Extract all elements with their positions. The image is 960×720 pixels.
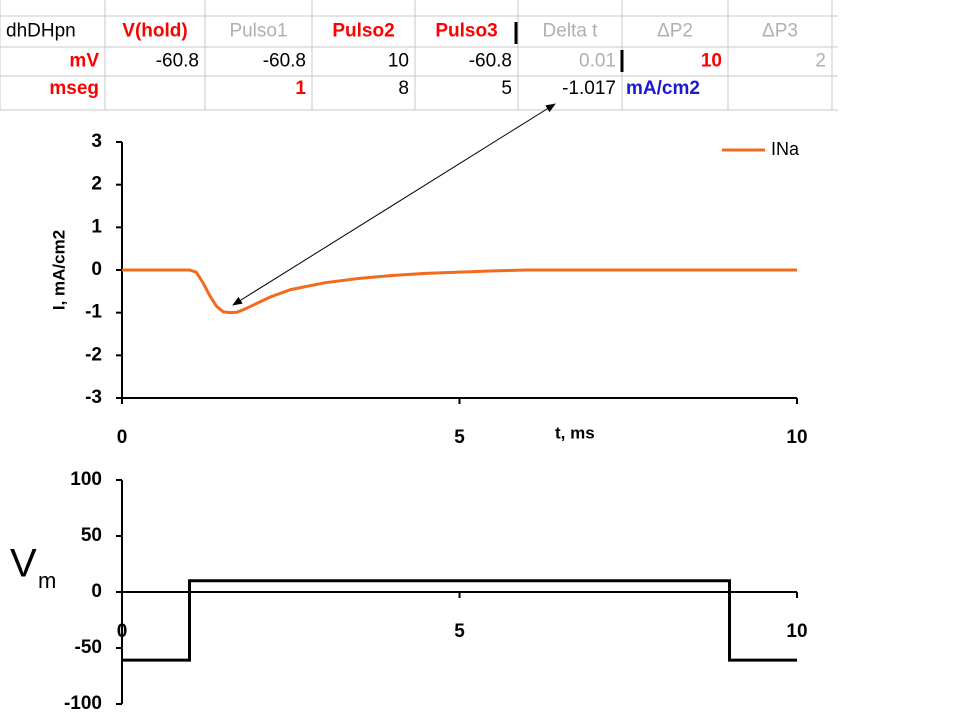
cell: mseg xyxy=(49,78,99,99)
y-tick-label: -50 xyxy=(75,637,102,658)
y-tick-label: 100 xyxy=(70,469,102,490)
cell: -60.8 xyxy=(469,51,512,72)
cell: 5 xyxy=(501,78,512,99)
y-tick-label: 50 xyxy=(81,525,102,546)
cell: 1 xyxy=(295,78,306,99)
cell: ΔP3 xyxy=(762,21,798,42)
legend-label: INa xyxy=(771,139,800,159)
x-tick-label: 10 xyxy=(786,621,807,642)
y-axis-label: V xyxy=(10,542,37,586)
x-axis-label: t, ms xyxy=(555,423,595,442)
voltage-chart: -100 -50 0 50 100 0 5 10 V m xyxy=(10,469,808,714)
cell: 10 xyxy=(701,51,722,72)
cell: mV xyxy=(69,51,99,72)
x-tick-label: 10 xyxy=(786,427,807,448)
cell: mA/cm2 xyxy=(626,78,700,99)
spreadsheet: dhDHpn V(hold) Pulso1 Pulso2 Pulso3 Delta t ΔP… xyxy=(0,0,838,111)
cell: Pulso1 xyxy=(229,21,287,42)
y-axis-label-sub: m xyxy=(38,568,56,593)
y-tick-label: 1 xyxy=(91,216,102,237)
y-axis-label: I, mA/cm2 xyxy=(49,230,68,310)
y-tick-label: -3 xyxy=(85,387,102,408)
cell: 8 xyxy=(398,78,409,99)
cell: -60.8 xyxy=(156,51,199,72)
x-tick-label: 0 xyxy=(117,427,128,448)
y-tick-label: 3 xyxy=(91,131,102,152)
annotation-arrow xyxy=(232,103,556,306)
series-line xyxy=(122,268,797,315)
cell: -60.8 xyxy=(263,51,306,72)
y-tick-label: 2 xyxy=(91,174,102,195)
cell: 10 xyxy=(388,51,409,72)
cell: ΔP2 xyxy=(657,21,693,42)
current-chart: -3 -2 -1 0 1 2 3 0 5 10 INa t, ms I, mA/cm2 xyxy=(49,131,807,448)
x-tick-label: 0 xyxy=(117,621,128,642)
y-tick-label: -100 xyxy=(64,693,102,714)
cell: 0.01 xyxy=(579,51,616,72)
series-line xyxy=(122,579,797,662)
y-tick-label: 0 xyxy=(91,581,102,602)
y-tick-label: -1 xyxy=(85,302,102,323)
y-tick-label: -2 xyxy=(85,344,102,365)
cell: 2 xyxy=(815,51,826,72)
cell: -1.017 xyxy=(562,78,616,99)
x-tick-label: 5 xyxy=(454,621,465,642)
cell: V(hold) xyxy=(122,21,187,42)
cell: Pulso2 xyxy=(332,21,394,42)
cell: Delta t xyxy=(543,21,599,42)
cell: dhDHpn xyxy=(6,21,76,42)
cell: Pulso3 xyxy=(435,21,497,42)
x-tick-label: 5 xyxy=(454,427,465,448)
y-tick-label: 0 xyxy=(91,259,102,280)
